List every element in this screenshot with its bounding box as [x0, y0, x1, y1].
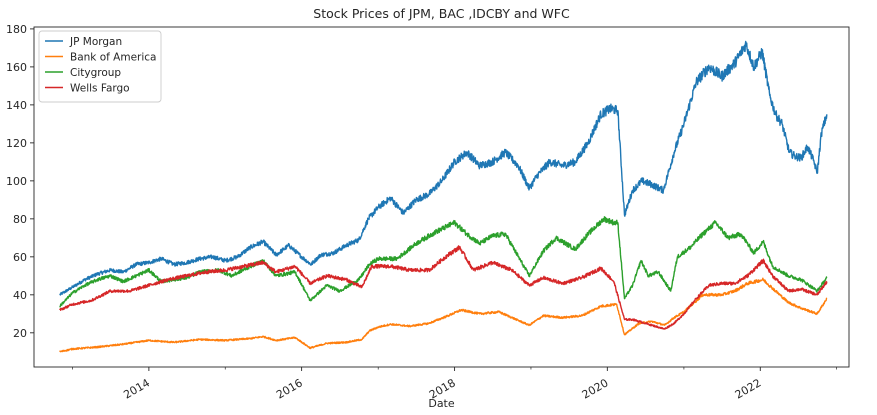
- x-tick-label: 2016: [274, 376, 305, 401]
- y-axis: 20 40 60 80 100 120 140 160 180: [6, 23, 34, 340]
- chart-title: Stock Prices of JPM, BAC ,IDCBY and WFC: [313, 6, 570, 21]
- series-line-citygroup: [59, 216, 828, 308]
- y-tick-label: 160: [6, 61, 27, 74]
- plot-area: [33, 26, 850, 368]
- legend-box: [38, 30, 162, 103]
- series-line-wells-fargo: [59, 245, 828, 330]
- y-tick-label: 60: [13, 251, 27, 264]
- legend: JP Morgan Bank of America Citygroup Wells F…: [38, 30, 162, 103]
- series-line-bank-of-america: [59, 277, 828, 353]
- y-tick-label: 20: [13, 327, 27, 340]
- y-tick-label: 100: [6, 175, 27, 188]
- x-tick-label: 2022: [733, 376, 764, 401]
- y-tick-label: 80: [13, 213, 27, 226]
- y-tick-label: 140: [6, 99, 27, 112]
- x-tick-label: 2020: [580, 376, 611, 401]
- legend-label: Citygroup: [70, 67, 121, 79]
- legend-label: Bank of America: [70, 52, 156, 64]
- y-tick-label: 40: [13, 289, 27, 302]
- plot-frame: [33, 26, 850, 368]
- series-line-jp-morgan: [59, 40, 828, 296]
- x-axis-title: Date: [428, 397, 455, 410]
- legend-label: JP Morgan: [69, 36, 122, 48]
- x-tick-label: 2014: [121, 376, 152, 401]
- y-tick-label: 120: [6, 137, 27, 150]
- y-tick-label: 180: [6, 23, 27, 36]
- legend-label: Wells Fargo: [70, 83, 130, 95]
